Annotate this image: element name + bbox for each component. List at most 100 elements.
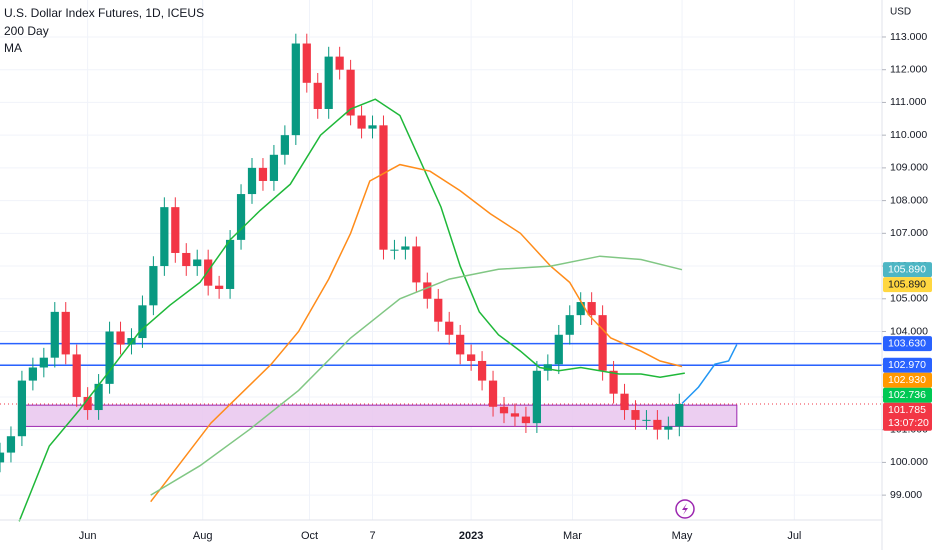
x-tick-label: Aug [193,530,213,542]
zone [21,404,738,427]
price-label-box [883,277,932,293]
moving-average-line [150,163,683,503]
y-tick-label: 110.000 [890,129,927,141]
x-tick-label: Oct [301,530,318,542]
candle-body [335,56,344,70]
price-label-box [883,387,932,403]
candle-body [554,334,563,365]
price-label-box [883,262,932,278]
candle-body [379,125,388,250]
candle-body [291,43,300,136]
candle-body [94,383,103,411]
candle-body [204,259,213,286]
candle-body [423,282,432,299]
price-label-box [883,357,932,373]
currency-label: USD [890,7,911,18]
y-tick-label: 108.000 [890,194,928,206]
candle-body [456,334,465,355]
candle-body [193,259,202,267]
candle-body [6,436,16,453]
candle-body [105,331,114,384]
grid [0,0,882,520]
candle-body [50,311,59,358]
price-label-box [883,402,932,431]
candle-body [72,354,81,397]
price-label: 102.970 [888,359,926,371]
alert-icon[interactable] [675,499,695,519]
candle-body [642,419,651,421]
candle-body [39,357,48,368]
candle-body [598,315,607,371]
candle-body [653,419,662,430]
candle-body [182,252,191,267]
y-tick-label: 100.000 [890,456,928,468]
candle-body [247,167,257,195]
candle-body [171,207,180,253]
price-label-box [883,336,932,352]
candle-body [543,364,552,371]
y-tick-label: 112.000 [890,63,927,75]
moving-average-line [150,255,683,496]
candle-body [324,56,333,109]
candle-body [357,115,366,129]
price-label: 105.890 [888,263,926,275]
price-label: 105.890 [888,278,926,290]
candle-body [499,406,509,414]
candle-body [510,413,520,417]
candle-body [236,194,246,240]
y-tick-label: 113.000 [890,31,927,43]
moving-average-line [681,344,738,405]
candle-body [313,82,322,109]
candle-body [116,331,125,345]
y-tick-label: 111.000 [890,96,927,108]
candle-body [269,154,279,181]
x-tick-label: Jul [787,530,801,542]
candle-body [225,239,235,289]
x-tick-label: Jun [79,530,97,542]
x-tick-label: 2023 [459,530,483,542]
candle-body [467,354,476,361]
candle-body [390,249,399,251]
price-label-box [883,372,932,388]
candle-body [434,298,443,322]
candle-body [61,311,70,355]
candle-body [521,416,531,424]
plot-area [0,33,882,522]
candle-body [280,135,289,155]
countdown: 13:07:20 [888,417,929,429]
candle-body [138,305,147,339]
y-tick-label: 104.000 [890,325,928,337]
price-label: 102.930 [888,374,926,386]
candle-body [675,403,684,427]
moving-average-line [18,98,685,522]
candle-body [532,370,541,424]
candle-body [488,380,498,407]
candle-body [302,43,311,83]
price-label: 101.785 [888,404,926,416]
candle-body [565,315,574,335]
price-label: 102.736 [888,389,926,401]
y-tick-label: 107.000 [890,227,928,239]
candle-body [620,393,629,411]
price-label: 103.630 [888,337,926,349]
candle-body [576,302,585,316]
candle-body [149,266,158,306]
chart-title: U.S. Dollar Index Futures, 1D, ICEUS [4,6,204,20]
x-tick-label: May [672,530,693,542]
candle-body [664,426,673,430]
candle-body [28,367,37,381]
candle-body [445,321,454,335]
candle-body [258,167,268,181]
y-tick-label: 109.000 [890,162,928,174]
candle-body [0,452,5,463]
price-axis: 99.000100.000101.000102.000103.000104.00… [79,31,932,542]
candle-body [631,410,640,420]
y-tick-label: 105.000 [890,293,928,305]
candle-body [83,396,92,411]
x-tick-label: 7 [369,530,375,542]
candle-body [477,360,487,381]
candle-body [587,302,596,316]
y-tick-label: 99.000 [890,489,922,501]
candle-body [609,370,618,394]
